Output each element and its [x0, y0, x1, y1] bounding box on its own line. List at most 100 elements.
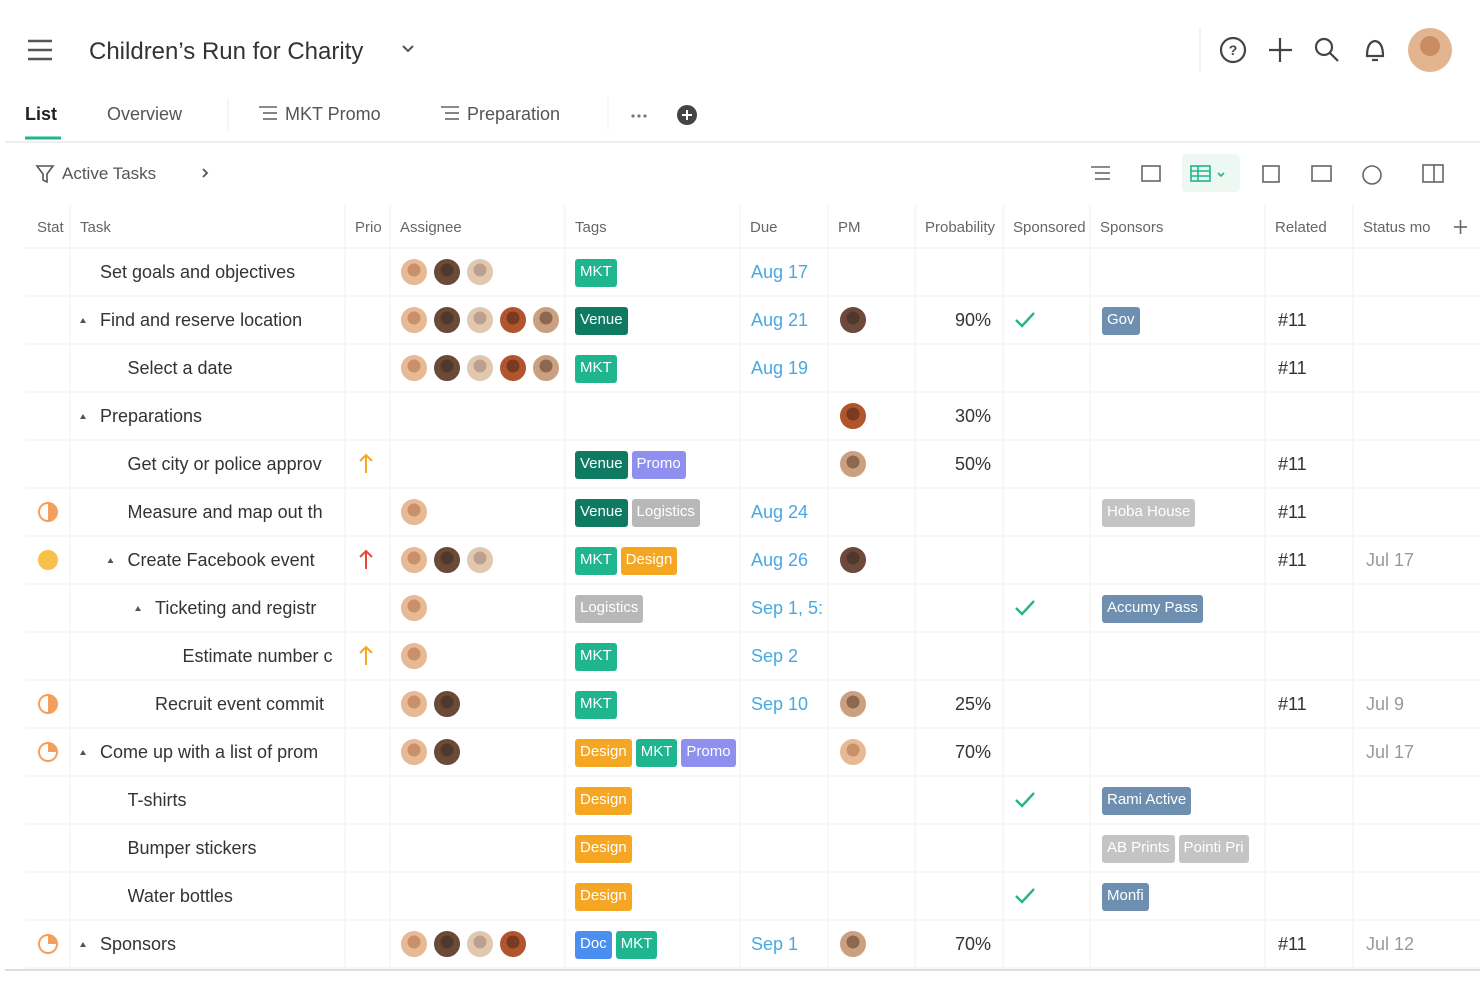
probability: 70% — [954, 742, 991, 762]
related[interactable]: #11 — [1278, 454, 1307, 474]
task-name[interactable]: Set goals and objectives — [100, 262, 296, 282]
add-column[interactable] — [1454, 220, 1467, 234]
assignee-avatar-face — [407, 695, 421, 709]
expand-toggle[interactable] — [135, 606, 141, 611]
tag-group: MKT — [575, 355, 740, 383]
tag: MKT — [575, 355, 617, 383]
more-tabs[interactable] — [631, 114, 647, 118]
related[interactable]: #11 — [1278, 694, 1307, 714]
tag-group: Design MKT Promo — [575, 739, 740, 767]
probability: 90% — [954, 310, 991, 330]
due-date: Sep 2 — [751, 646, 799, 666]
related[interactable]: #11 — [1278, 358, 1307, 378]
status-fill — [48, 743, 57, 752]
expand-toggle[interactable] — [107, 558, 114, 563]
table-view-icon[interactable] — [1190, 165, 1211, 182]
sponsored-check — [1015, 312, 1035, 328]
probability: 50% — [954, 454, 991, 474]
task-name[interactable]: T-shirts — [127, 790, 187, 810]
toolbar-icon[interactable] — [1311, 165, 1332, 182]
task-name[interactable]: Bumper stickers — [127, 838, 257, 858]
toolbar-icon[interactable] — [1141, 165, 1161, 182]
filter-icon[interactable] — [35, 165, 55, 184]
status-fill — [48, 503, 57, 521]
task-name[interactable]: Ticketing and registr — [155, 598, 317, 618]
expand-toggle[interactable] — [80, 318, 86, 323]
tab[interactable]: MKT Promo — [285, 104, 381, 124]
column-header: Sponsored — [1013, 219, 1086, 236]
search-icon[interactable] — [1314, 37, 1339, 62]
tag-group: Design — [575, 883, 740, 911]
due-date: Aug 17 — [751, 262, 809, 282]
task-name[interactable]: Water bottles — [127, 886, 233, 906]
project-title[interactable]: Children’s Run for Charity — [89, 38, 364, 65]
tab[interactable]: Overview — [107, 104, 183, 124]
column-header: Probability — [925, 219, 996, 236]
task-name[interactable]: Find and reserve location — [100, 310, 303, 330]
view-chevron[interactable] — [1217, 172, 1225, 178]
assignee-avatar-face — [407, 647, 421, 661]
expand-toggle[interactable] — [80, 750, 86, 755]
assignee-avatar-face — [473, 311, 487, 325]
filter-chevron[interactable] — [202, 168, 209, 178]
pm-avatar-face — [846, 455, 860, 469]
sponsor: Gov — [1102, 307, 1140, 335]
task-name[interactable]: Select a date — [127, 358, 233, 378]
tag: Design — [575, 883, 632, 911]
sponsored-check — [1015, 792, 1035, 808]
task-name[interactable]: Create Facebook event — [127, 550, 315, 570]
sponsor: Rami Active — [1102, 787, 1192, 815]
related[interactable]: #11 — [1278, 310, 1307, 330]
column-header: Sponsors — [1100, 219, 1164, 236]
tag-group: Venue Logistics — [575, 499, 740, 527]
tag: Promo — [631, 451, 686, 479]
task-name[interactable]: Come up with a list of prom — [100, 742, 319, 762]
tag: MKT — [615, 931, 658, 959]
tag: MKT — [575, 259, 617, 287]
help-icon[interactable] — [1219, 36, 1247, 64]
sponsored-check — [1015, 888, 1035, 904]
expand-toggle[interactable] — [80, 414, 86, 419]
tab[interactable]: List — [25, 104, 58, 124]
tag-group: MKT Design — [575, 547, 740, 575]
bell-icon[interactable] — [1365, 39, 1385, 62]
due-date: Sep 10 — [751, 694, 809, 714]
add-icon[interactable] — [1269, 38, 1292, 62]
help-mark: ? — [1229, 42, 1238, 58]
task-name[interactable]: Sponsors — [100, 934, 177, 954]
status-fill — [39, 551, 57, 569]
toolbar-icon[interactable] — [1422, 164, 1444, 183]
toolbar-icon[interactable] — [1362, 165, 1382, 185]
column-header: Stat — [37, 219, 64, 236]
tag-group: Doc MKT — [575, 931, 740, 959]
title-chevron[interactable] — [402, 45, 414, 53]
toolbar-icon[interactable] — [1091, 166, 1110, 180]
menu-icon[interactable] — [28, 39, 52, 61]
task-name[interactable]: Measure and map out th — [127, 502, 323, 522]
task-name[interactable]: Get city or police approv — [127, 454, 322, 474]
assignee-avatar-face — [440, 935, 454, 949]
task-name[interactable]: Recruit event commit — [155, 694, 325, 714]
filter-label[interactable]: Active Tasks — [62, 164, 157, 183]
tag: Doc — [575, 931, 612, 959]
assignee-avatar-face — [407, 263, 421, 277]
toolbar-icon[interactable] — [1262, 165, 1280, 183]
assignee-avatar-face — [506, 359, 520, 373]
status-fill — [48, 935, 57, 944]
related[interactable]: #11 — [1278, 550, 1307, 570]
probability: 70% — [954, 934, 991, 954]
assignee-avatar-face — [440, 695, 454, 709]
expand-toggle[interactable] — [80, 942, 86, 947]
sponsor-group: AB Prints Pointi Pri — [1102, 835, 1265, 863]
task-name[interactable]: Estimate number c — [182, 646, 333, 666]
priority-arrow-head — [359, 453, 373, 462]
pm-avatar-face — [846, 551, 860, 565]
related[interactable]: #11 — [1278, 502, 1307, 522]
status-fill — [48, 695, 57, 713]
tab[interactable]: Preparation — [467, 104, 561, 124]
sponsor-group: Gov — [1102, 307, 1265, 335]
related[interactable]: #11 — [1278, 934, 1307, 954]
due-date: Aug 21 — [751, 310, 809, 330]
task-name[interactable]: Preparations — [100, 406, 203, 426]
